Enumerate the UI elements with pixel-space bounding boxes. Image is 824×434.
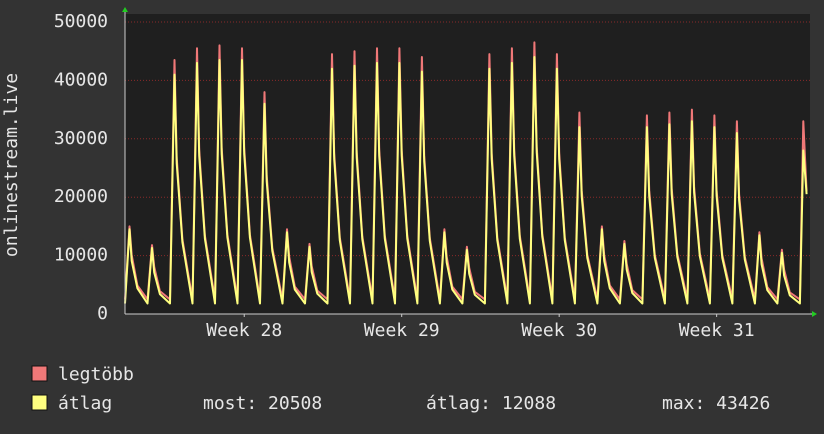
y-tick-label: 30000: [54, 128, 108, 149]
stat: átlag: 12088: [426, 393, 556, 414]
x-tick-label: Week 28: [206, 320, 282, 341]
legend-swatch: [31, 365, 48, 382]
x-tick-label: Week 29: [364, 320, 440, 341]
axis-arrow: [122, 7, 128, 12]
y-tick-label: 10000: [54, 245, 108, 266]
legend-label: legtöbb: [58, 364, 134, 385]
series-line: [124, 56, 808, 305]
y-tick-label: 50000: [54, 11, 108, 32]
stat: max: 43426: [662, 393, 770, 414]
y-tick-label: 20000: [54, 186, 108, 207]
legend-label: átlag: [58, 393, 112, 414]
x-tick-label: Week 31: [679, 320, 755, 341]
y-tick-label: 0: [97, 303, 108, 324]
lines: [124, 41, 808, 305]
x-tick-label: Week 30: [521, 320, 597, 341]
plot-area: [125, 14, 810, 314]
stat: most: 20508: [203, 393, 322, 414]
y-axis-title: onlinestream.live: [1, 73, 22, 257]
axis-arrow: [812, 311, 817, 317]
y-tick-label: 40000: [54, 69, 108, 90]
legend-swatch: [31, 394, 48, 411]
